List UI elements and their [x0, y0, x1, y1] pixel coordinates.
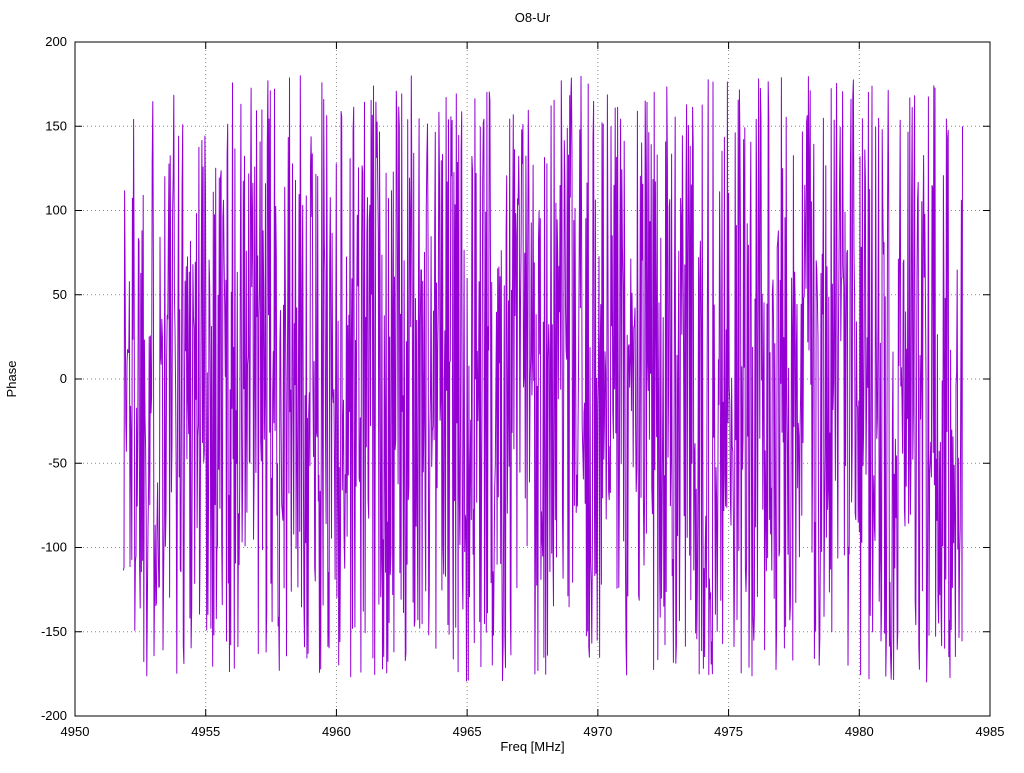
x-tick-label: 4950: [61, 724, 90, 739]
y-tick-label: 50: [53, 287, 67, 302]
y-tick-label: 200: [45, 34, 67, 49]
x-tick-label: 4965: [453, 724, 482, 739]
y-tick-label: 150: [45, 118, 67, 133]
x-tick-label: 4970: [583, 724, 612, 739]
x-tick-label: 4985: [976, 724, 1005, 739]
x-tick-label: 4955: [191, 724, 220, 739]
tick-labels: 4950 4955 4960 4965 4970 4975 4980 4985 -200 -150…: [41, 34, 1004, 739]
y-tick-label: -50: [48, 455, 67, 470]
x-axis-label: Freq [MHz]: [500, 739, 564, 754]
y-tick-label: 0: [60, 371, 67, 386]
y-tick-label: 100: [45, 203, 67, 218]
y-tick-label: -200: [41, 708, 67, 723]
phase-series-line: [122, 75, 963, 683]
x-tick-label: 4975: [714, 724, 743, 739]
axes-and-ticks: [74, 41, 991, 717]
y-tick-label: -100: [41, 540, 67, 555]
y-axis-label: Phase: [4, 361, 19, 398]
x-tick-label: 4960: [322, 724, 351, 739]
plot-border: [74, 41, 991, 717]
phase-trace: [122, 75, 963, 683]
plot-title: O8-Ur: [515, 10, 551, 25]
y-tick-label: -150: [41, 624, 67, 639]
x-tick-label: 4980: [845, 724, 874, 739]
